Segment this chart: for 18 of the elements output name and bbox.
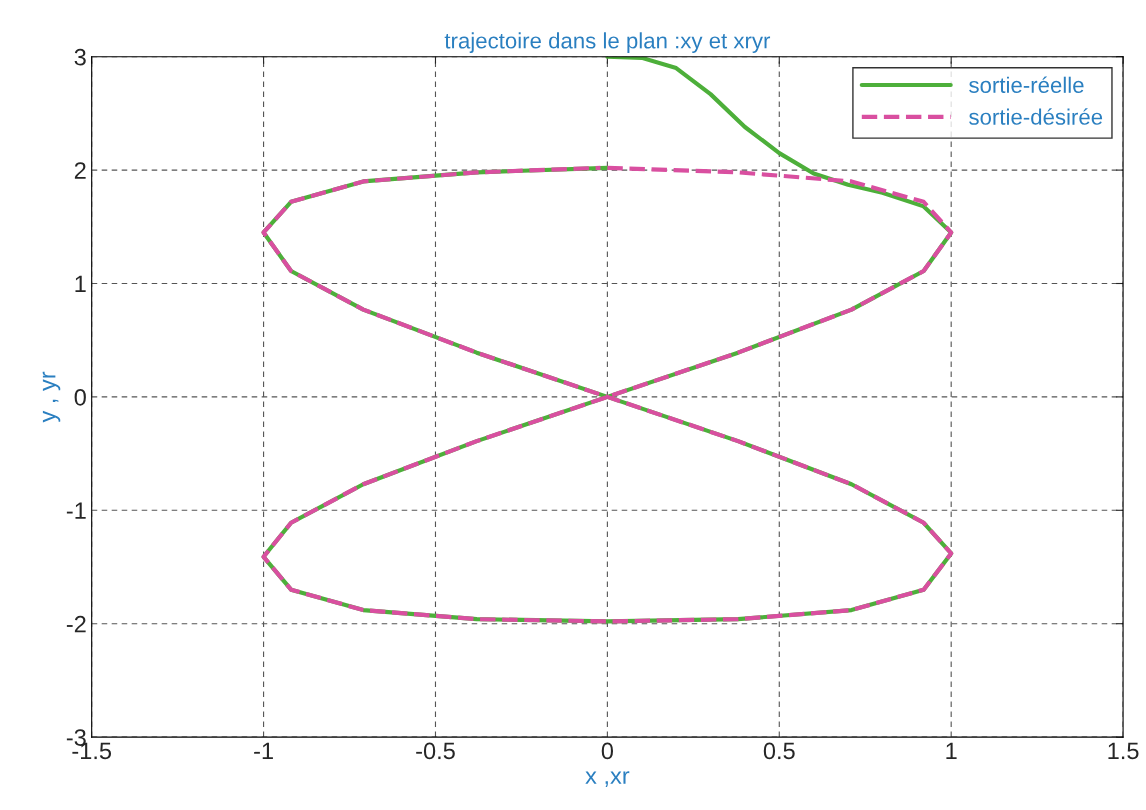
line-series — [261, 165, 954, 624]
y-tick-label: 2 — [74, 162, 86, 179]
x-axis-title: x ,xr — [585, 771, 630, 787]
x-tick-label: 0.5 — [763, 742, 795, 760]
chart-title: trajectoire dans le plan :xy et xryr — [444, 32, 771, 53]
x-tick-label: 1 — [946, 742, 957, 760]
legend-label: sortie-désirée — [969, 108, 1103, 125]
y-tick-label: -2 — [66, 615, 86, 633]
y-axis-title: y , yr — [42, 371, 61, 423]
y-tick-label: 1 — [75, 275, 86, 293]
y-tick-label: 0 — [74, 388, 86, 406]
x-tick-label: 1.5 — [1108, 742, 1139, 760]
legend-label: sortie-réelle — [969, 76, 1084, 94]
x-tick-label: -1 — [254, 742, 273, 760]
x-tick-label: -0.5 — [416, 742, 455, 760]
y-tick-label: -1 — [66, 502, 86, 519]
y-tick-label: 3 — [74, 48, 86, 66]
x-tick-label: 0 — [601, 742, 614, 760]
